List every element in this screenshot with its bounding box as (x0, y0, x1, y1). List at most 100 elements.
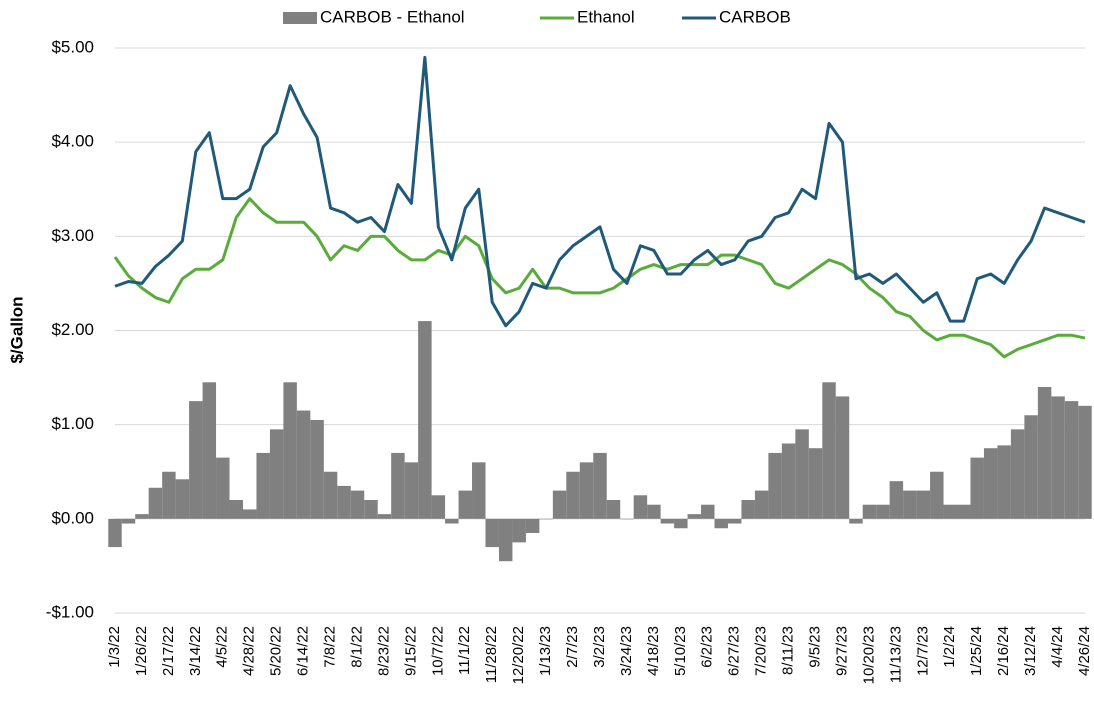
bar (727, 518, 742, 524)
y-tick-label: -$1.00 (46, 602, 94, 621)
bar (674, 518, 688, 529)
legend-label: CARBOB (719, 7, 791, 26)
bar (323, 471, 338, 519)
bar (216, 457, 230, 519)
x-tick-label: 12/20/22 (510, 626, 527, 684)
x-tick-label: 8/1/22 (348, 626, 365, 668)
bar (566, 471, 580, 519)
bar (189, 401, 203, 519)
legend-swatch (283, 12, 317, 24)
x-tick-label: 3/24/23 (618, 626, 635, 676)
bar (283, 382, 297, 519)
x-tick-label: 7/8/22 (322, 626, 339, 668)
bar (404, 462, 419, 519)
bar (202, 382, 217, 519)
x-tick-label: 8/23/22 (375, 626, 392, 676)
x-tick-label: 3/12/24 (1022, 626, 1039, 676)
y-tick-label: $3.00 (51, 226, 94, 245)
bar (148, 487, 163, 519)
line (113, 197, 1086, 359)
x-tick-label: 9/27/23 (833, 626, 850, 676)
bar (701, 504, 715, 519)
y-tick-label: $1.00 (51, 414, 94, 433)
y-tick-label: $0.00 (51, 508, 94, 527)
legend-label: Ethanol (577, 7, 635, 26)
x-tick-label: 6/27/23 (726, 626, 743, 676)
x-tick-label: 11/28/22 (483, 626, 500, 683)
x-tick-label: 4/18/23 (645, 626, 662, 676)
bar (795, 429, 809, 519)
x-tick-label: 3/14/22 (187, 626, 204, 676)
bar (741, 500, 755, 519)
y-tick-label: $4.00 (51, 132, 94, 151)
bar (552, 490, 567, 519)
bar (121, 518, 136, 524)
x-tick-label: 4/5/22 (214, 626, 231, 668)
x-tick-label: 1/3/22 (106, 626, 123, 668)
legend-label: CARBOB - Ethanol (320, 7, 465, 26)
bar (485, 518, 499, 548)
x-tick-label: 3/2/23 (591, 626, 608, 668)
bar (242, 509, 257, 519)
x-tick-label: 4/28/22 (241, 626, 258, 676)
bar (458, 490, 473, 519)
y-tick-label: $2.00 (51, 320, 94, 339)
bar (431, 495, 446, 519)
bar (229, 500, 243, 519)
x-tick-label: 6/2/23 (699, 626, 716, 668)
x-tick-label: 2/17/22 (160, 626, 177, 676)
bar (943, 504, 958, 519)
bar (512, 518, 526, 543)
bar (539, 518, 553, 520)
bar (660, 518, 675, 524)
bar (135, 514, 149, 519)
bar (1037, 387, 1052, 519)
x-tick-label: 7/20/23 (753, 626, 770, 676)
x-tick-label: 2/16/24 (995, 626, 1012, 676)
bar (391, 452, 405, 519)
bar (876, 504, 890, 519)
bar (808, 448, 823, 519)
bar (687, 514, 702, 519)
bar (970, 457, 984, 519)
y-tick-label: $5.00 (51, 37, 94, 56)
bar (472, 462, 486, 519)
bar (162, 471, 176, 519)
bar (1078, 405, 1092, 519)
x-tick-label: 4/26/24 (1076, 626, 1093, 676)
bar (822, 382, 836, 519)
bar (1051, 396, 1065, 519)
x-tick-label: 1/25/24 (968, 626, 985, 676)
bar (108, 518, 122, 548)
bar (445, 518, 459, 524)
x-tick-label: 1/2/24 (941, 626, 958, 668)
bar (593, 452, 607, 519)
bar (337, 485, 351, 519)
y-axis-label: $/Gallon (7, 296, 26, 363)
bar (350, 490, 365, 519)
bar (916, 490, 931, 519)
bar (983, 448, 998, 519)
bar (579, 462, 594, 519)
bar (647, 504, 661, 519)
bar (296, 410, 311, 519)
bar (269, 429, 284, 519)
x-tick-label: 6/14/22 (295, 626, 312, 676)
x-tick-label: 5/20/22 (268, 626, 285, 676)
bar (256, 452, 270, 519)
x-tick-label: 12/7/23 (914, 626, 931, 676)
bar (849, 518, 863, 524)
x-tick-label: 1/13/23 (537, 626, 554, 676)
bar (606, 500, 621, 519)
x-tick-label: 4/4/24 (1049, 626, 1066, 668)
bar (364, 500, 378, 519)
x-tick-label: 8/11/23 (780, 626, 797, 675)
bar (498, 518, 513, 562)
bar (714, 518, 728, 529)
bar (903, 490, 917, 519)
bar (525, 518, 540, 533)
bar (418, 321, 432, 519)
x-tick-label: 9/15/22 (402, 626, 419, 676)
bar (957, 504, 971, 519)
